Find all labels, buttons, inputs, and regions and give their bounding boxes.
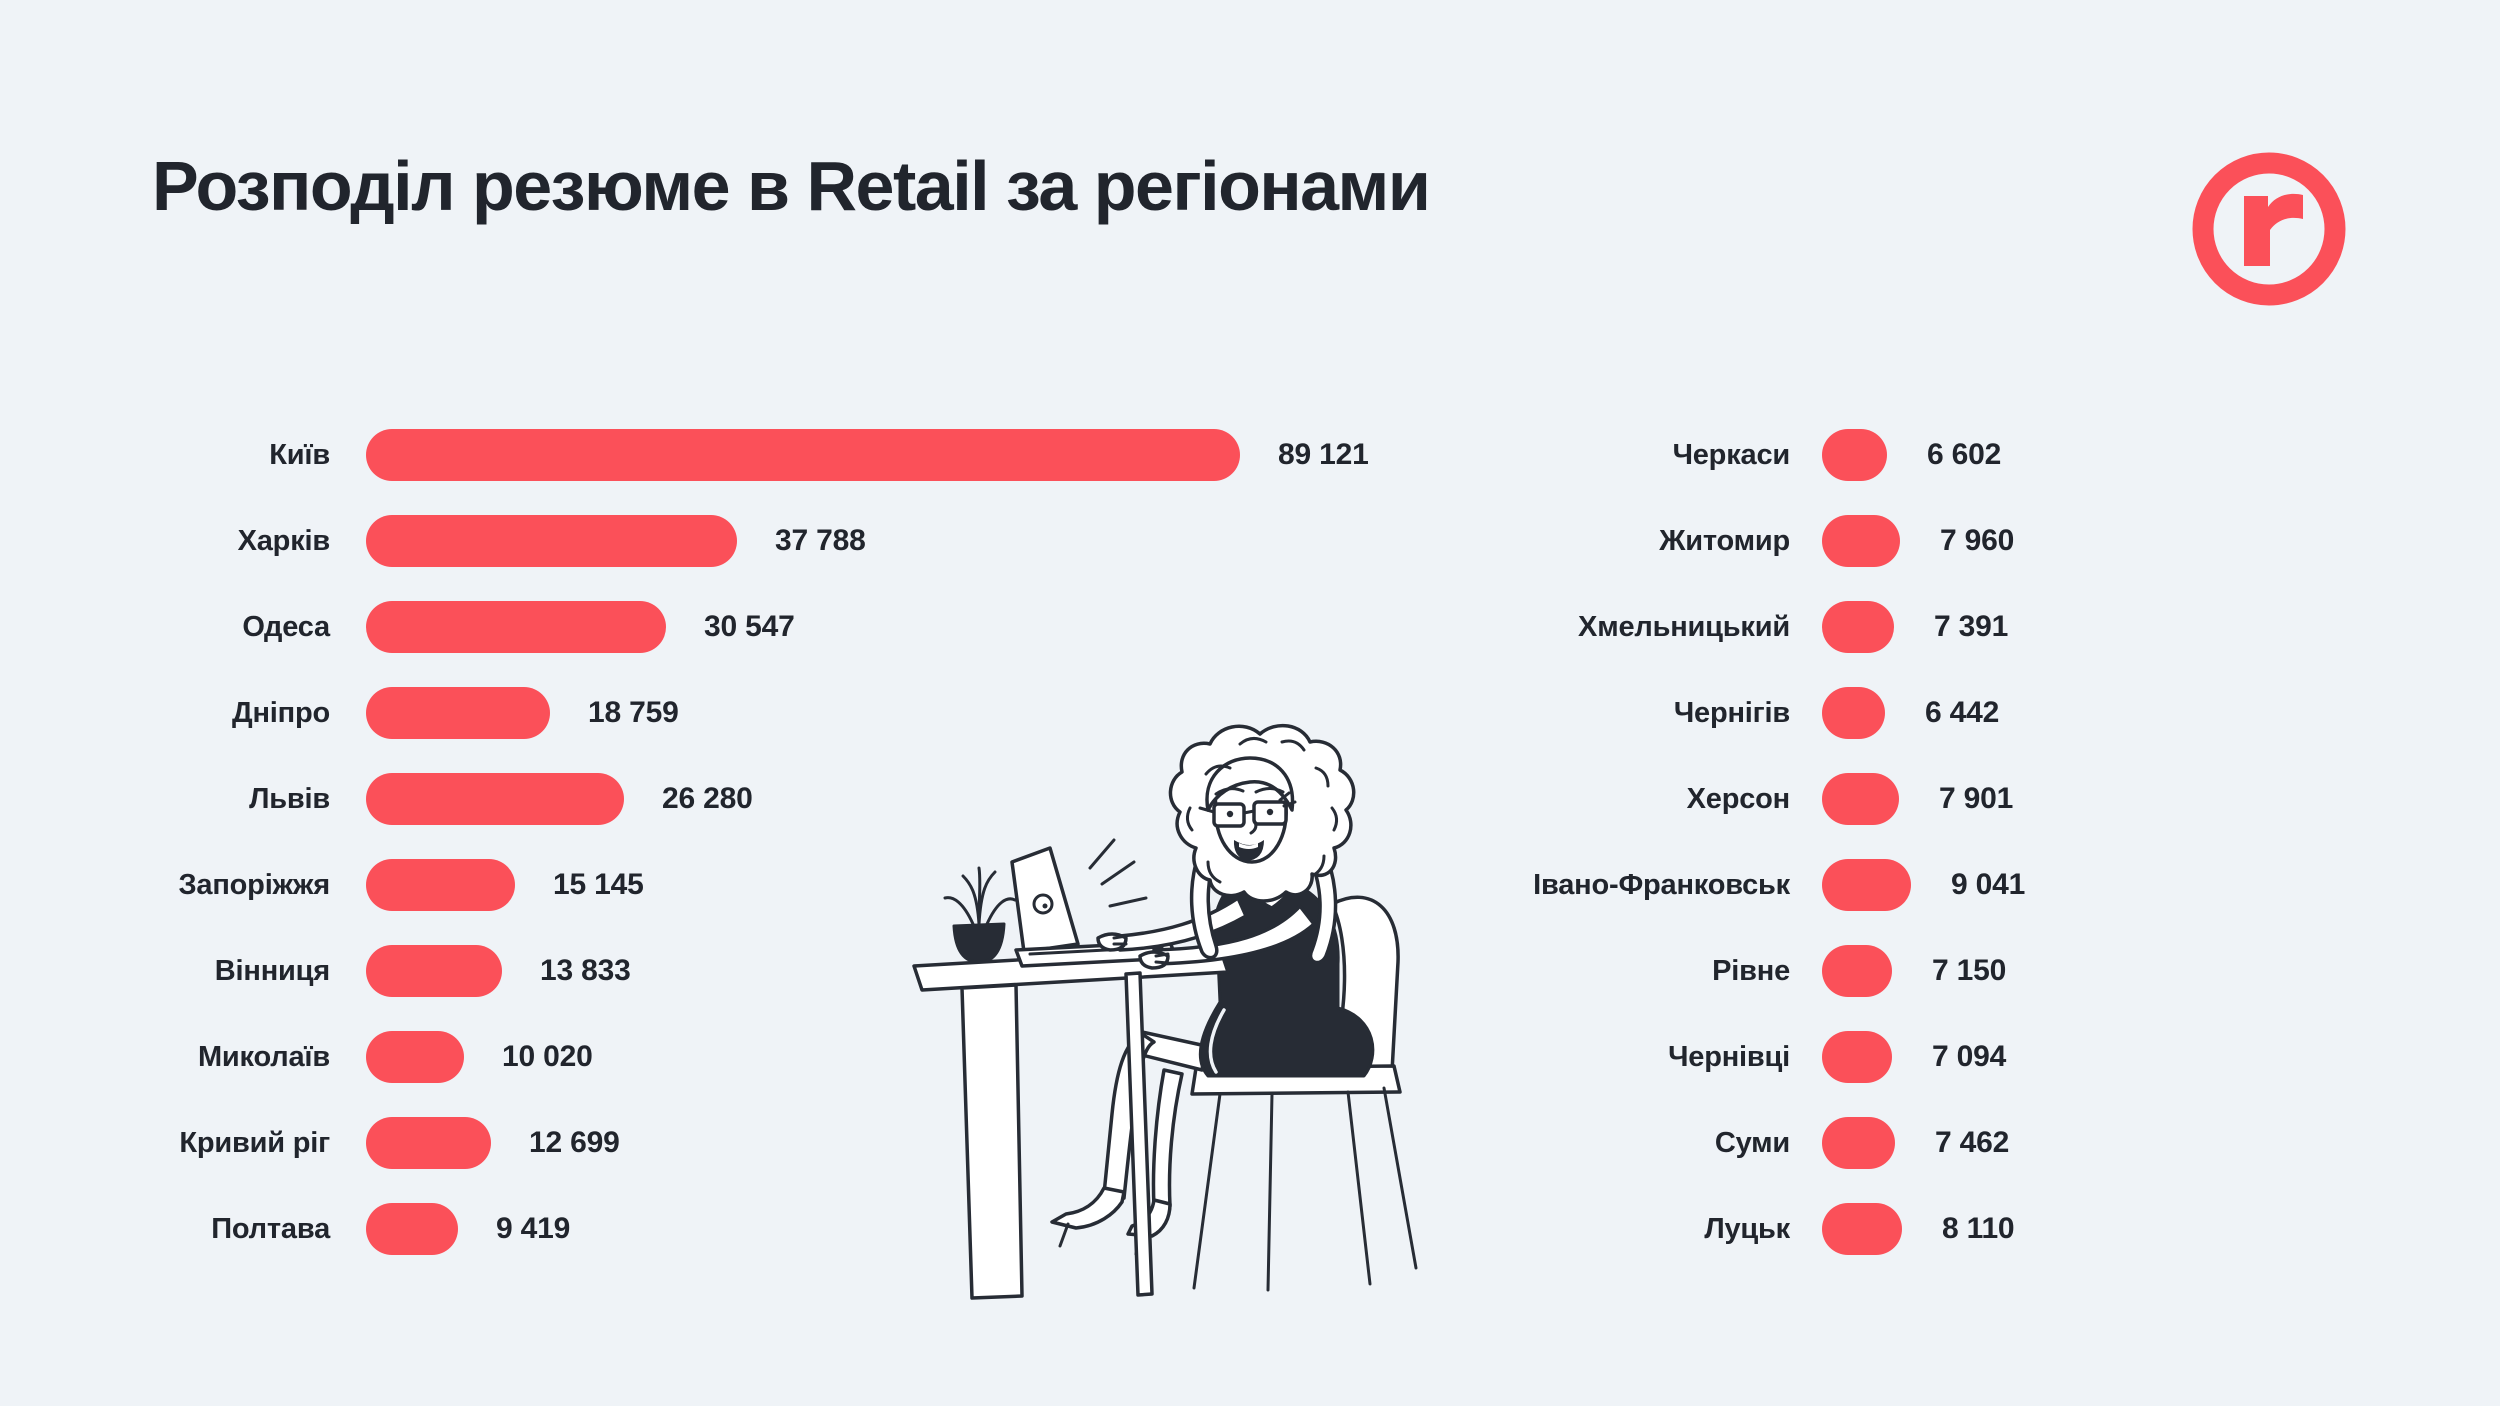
region-label: Івано-Франковськ: [1533, 868, 1790, 901]
chart-row: Полтава 9 419: [100, 1186, 1400, 1272]
value-label: 7 960: [1940, 524, 2015, 557]
value-bar: [1822, 945, 1892, 997]
chart-row: Івано-Франковськ 9 041: [1440, 842, 2440, 928]
chart-row: Рівне 7 150: [1440, 928, 2440, 1014]
region-label: Миколаїв: [197, 1040, 330, 1073]
value-bar: [1822, 859, 1911, 911]
value-label: 7 462: [1935, 1126, 2010, 1159]
value-label: 12 699: [529, 1126, 620, 1159]
value-label: 18 759: [588, 696, 679, 729]
value-label: 7 150: [1932, 954, 2007, 987]
value-label: 10 020: [502, 1040, 593, 1073]
value-label: 9 041: [1951, 868, 2026, 901]
value-label: 15 145: [553, 868, 644, 901]
chart-row: Київ 89 121: [100, 412, 1400, 498]
chart-row: Вінниця 13 833: [100, 928, 1400, 1014]
value-bar: [366, 429, 1240, 481]
chart-row: Чернівці 7 094: [1440, 1014, 2440, 1100]
region-label: Житомир: [1659, 524, 1790, 557]
value-label: 9 419: [496, 1212, 571, 1245]
glasses-icon: [1198, 800, 1288, 828]
bar-chart-left: Київ 89 121 Харків 37 788 Одеса 30 547 Д…: [100, 412, 1400, 1272]
chart-row: Суми 7 462: [1440, 1100, 2440, 1186]
chart-row: Херсон 7 901: [1440, 756, 2440, 842]
head: [1168, 723, 1356, 965]
value-bar: [366, 515, 737, 567]
brand-logo-icon: [2192, 152, 2346, 306]
value-label: 89 121: [1278, 438, 1369, 471]
value-bar: [1822, 1031, 1892, 1083]
value-label: 7 094: [1932, 1040, 2007, 1073]
value-bar: [366, 945, 502, 997]
region-label: Дніпро: [232, 696, 330, 729]
value-label: 7 391: [1934, 610, 2009, 643]
value-label: 30 547: [704, 610, 795, 643]
value-bar: [366, 1117, 491, 1169]
page-title: Розподіл резюме в Retail за регіонами: [152, 147, 1431, 225]
region-label: Запоріжжя: [178, 868, 330, 901]
value-bar: [1822, 773, 1899, 825]
chart-row: Одеса 30 547: [100, 584, 1400, 670]
value-bar: [366, 859, 515, 911]
value-bar: [366, 1031, 464, 1083]
region-label: Черкаси: [1672, 438, 1791, 471]
value-label: 13 833: [540, 954, 631, 987]
value-bar: [366, 1203, 458, 1255]
region-label: Київ: [269, 438, 330, 471]
chart-row: Луцьк 8 110: [1440, 1186, 2440, 1272]
value-label: 6 442: [1925, 696, 2000, 729]
value-label: 8 110: [1942, 1212, 2015, 1245]
value-bar: [1822, 515, 1900, 567]
desk: [912, 838, 1230, 1300]
value-bar: [1822, 429, 1887, 481]
value-label: 37 788: [775, 524, 866, 557]
region-label: Суми: [1714, 1126, 1790, 1159]
region-label: Харків: [237, 524, 331, 557]
chart-row: Миколаїв 10 020: [100, 1014, 1400, 1100]
value-bar: [366, 687, 550, 739]
plant: [943, 866, 1017, 964]
chart-row: Хмельницький 7 391: [1440, 584, 2440, 670]
chart-row: Черкаси 6 602: [1440, 412, 2440, 498]
region-label: Одеса: [242, 610, 330, 643]
value-bar: [366, 601, 666, 653]
region-label: Чернігів: [1673, 696, 1790, 729]
chart-row: Львів 26 280: [100, 756, 1400, 842]
value-bar: [366, 773, 624, 825]
chart-row: Кривий ріг 12 699: [100, 1100, 1400, 1186]
value-label: 6 602: [1927, 438, 2002, 471]
chart-row: Чернігів 6 442: [1440, 670, 2440, 756]
value-bar: [1822, 687, 1885, 739]
value-bar: [1822, 1203, 1902, 1255]
value-label: 7 901: [1939, 782, 2014, 815]
woman-at-laptop-illustration: [912, 723, 1418, 1300]
value-bar: [1822, 1117, 1895, 1169]
region-label: Вінниця: [214, 954, 330, 987]
region-label: Львів: [249, 782, 330, 815]
region-label: Рівне: [1712, 954, 1790, 987]
bar-chart-right: Черкаси 6 602 Житомир 7 960 Хмельницький…: [1440, 412, 2440, 1272]
chart-row: Дніпро 18 759: [100, 670, 1400, 756]
region-label: Чернівці: [1668, 1040, 1790, 1073]
laptop: [1010, 838, 1178, 968]
value-bar: [1822, 601, 1894, 653]
value-label: 26 280: [662, 782, 753, 815]
region-label: Кривий ріг: [179, 1126, 330, 1159]
region-label: Полтава: [211, 1212, 330, 1245]
region-label: Луцьк: [1704, 1212, 1790, 1245]
chart-row: Харків 37 788: [100, 498, 1400, 584]
region-label: Хмельницький: [1578, 610, 1790, 643]
region-label: Херсон: [1686, 782, 1791, 815]
chart-row: Житомир 7 960: [1440, 498, 2440, 584]
chart-row: Запоріжжя 15 145: [100, 842, 1400, 928]
